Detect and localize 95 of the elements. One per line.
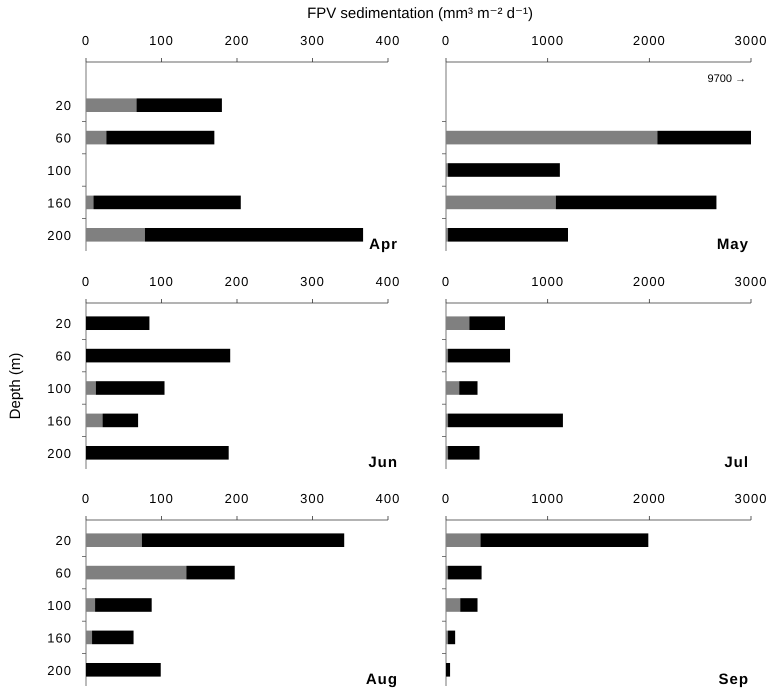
- x-tick-label: 300: [300, 491, 325, 506]
- bar: [446, 662, 450, 677]
- bar: [446, 381, 460, 395]
- x-tick-label: 0: [442, 33, 450, 48]
- x-tick-label: 0: [82, 33, 90, 48]
- y-tick-label: 200: [47, 228, 72, 243]
- bar: [186, 566, 235, 580]
- x-tick-label: 3000: [734, 491, 768, 506]
- text: May: [716, 236, 749, 253]
- x-tick-label: 2000: [632, 491, 666, 506]
- y-tick-label: 100: [47, 163, 72, 178]
- x-tick-label: 300: [300, 274, 325, 289]
- bar: [86, 316, 150, 330]
- text: Jul: [724, 454, 749, 471]
- bar: [459, 381, 478, 395]
- bar: [446, 533, 481, 548]
- y-tick-label: 20: [56, 533, 72, 548]
- y-tick-label: 20: [56, 98, 72, 114]
- bar: [448, 228, 568, 242]
- text: Aug: [366, 671, 398, 688]
- y-tick-label: 60: [56, 348, 72, 364]
- x-tick-label: 100: [149, 491, 174, 506]
- bar: [95, 598, 152, 612]
- bar: [556, 196, 716, 210]
- bar: [657, 130, 751, 144]
- x-tick-label: 100: [149, 33, 174, 48]
- y-tick-label: 160: [47, 630, 72, 646]
- annotation: 9700 →: [707, 73, 746, 85]
- text: Sep: [718, 671, 749, 688]
- x-tick-label: 200: [224, 274, 250, 289]
- bar: [144, 228, 364, 242]
- x-tick-label: 0: [82, 491, 90, 506]
- x-tick-label: 1000: [531, 33, 564, 48]
- bar: [94, 196, 241, 210]
- bar: [86, 98, 137, 112]
- x-tick-label: 400: [376, 274, 400, 289]
- bar: [469, 316, 505, 330]
- bar: [446, 598, 460, 612]
- bar: [448, 163, 560, 177]
- bar: [86, 130, 106, 144]
- y-axis-title: Depth (m): [7, 352, 24, 420]
- x-axis-title: FPV sedimentation (mm³ m⁻² d⁻¹): [307, 5, 533, 22]
- bar: [480, 533, 648, 548]
- x-tick-label: 1000: [531, 274, 564, 289]
- x-tick-label: 100: [149, 274, 174, 289]
- x-tick-label: 200: [224, 491, 250, 506]
- bar: [86, 348, 230, 362]
- bar: [136, 98, 222, 112]
- x-tick-label: 1000: [531, 491, 564, 506]
- y-tick-label: 60: [56, 130, 72, 146]
- bar: [86, 662, 161, 677]
- y-tick-label: 60: [56, 566, 72, 581]
- x-tick-label: 3000: [734, 274, 768, 289]
- bar: [448, 446, 480, 460]
- bar: [86, 228, 145, 242]
- bar: [86, 446, 229, 460]
- x-tick-label: 400: [376, 491, 400, 506]
- bar: [86, 533, 142, 548]
- x-tick-label: 2000: [632, 33, 666, 48]
- y-tick-label: 200: [47, 662, 72, 678]
- y-tick-label: 100: [47, 598, 72, 613]
- bar: [446, 196, 556, 210]
- y-tick-label: 20: [56, 316, 72, 332]
- x-tick-label: 300: [300, 33, 325, 48]
- bar: [460, 598, 478, 612]
- bar: [86, 196, 94, 210]
- text: Jun: [368, 454, 398, 471]
- bar: [448, 630, 456, 644]
- x-tick-label: 2000: [632, 274, 666, 289]
- bar: [102, 414, 138, 428]
- x-tick-label: 0: [442, 274, 450, 289]
- y-tick-label: 100: [47, 381, 72, 396]
- bar: [446, 130, 658, 144]
- bar: [86, 630, 92, 644]
- bar: [448, 414, 563, 428]
- y-tick-label: 160: [47, 413, 72, 428]
- x-tick-label: 3000: [734, 33, 768, 48]
- bar: [142, 533, 344, 548]
- bar: [86, 414, 103, 428]
- x-tick-label: 200: [224, 33, 250, 48]
- y-tick-label: 160: [47, 195, 72, 210]
- bar: [448, 348, 510, 362]
- text: Apr: [369, 236, 398, 253]
- x-tick-label: 0: [82, 274, 90, 289]
- bar: [86, 598, 96, 612]
- x-tick-label: 0: [442, 491, 450, 506]
- bar: [446, 316, 470, 330]
- bar: [86, 381, 96, 395]
- bar: [86, 566, 186, 580]
- bar: [448, 566, 482, 580]
- x-tick-label: 400: [376, 33, 400, 48]
- bar: [106, 130, 214, 144]
- bar: [96, 381, 165, 395]
- y-tick-label: 200: [47, 446, 72, 461]
- bar: [92, 630, 134, 644]
